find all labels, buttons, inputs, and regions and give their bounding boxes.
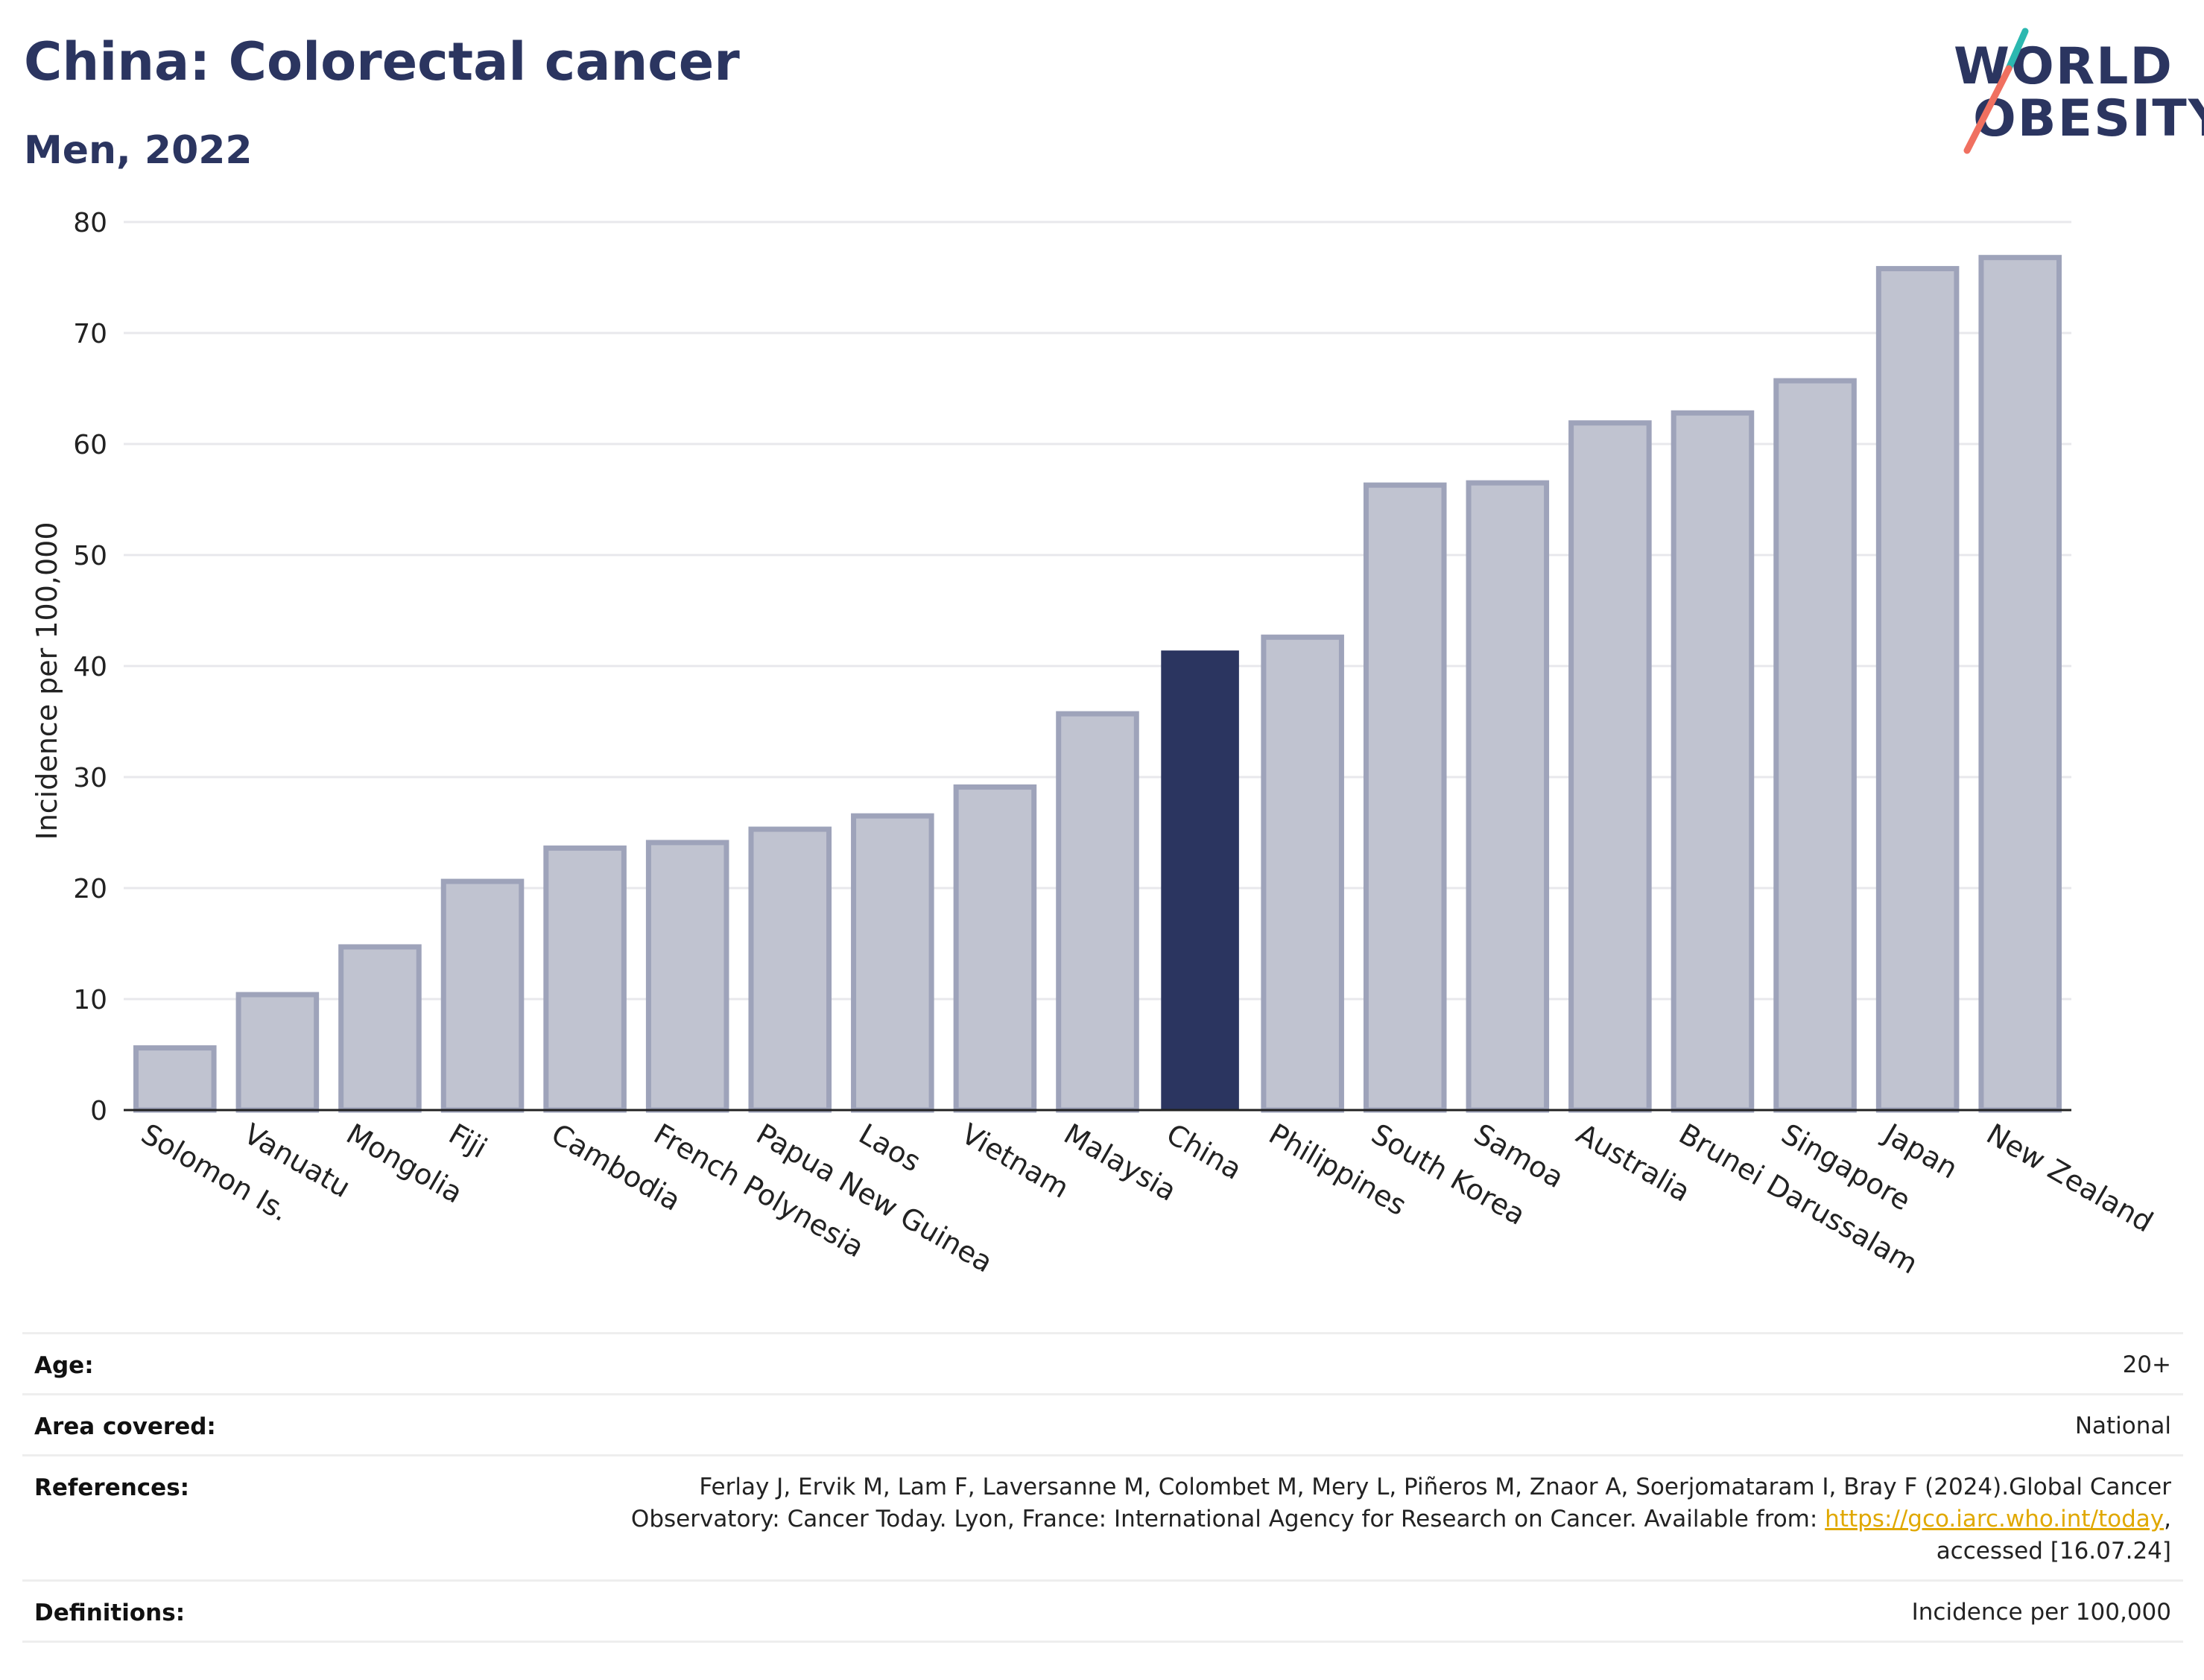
bar — [543, 845, 627, 1113]
info-label-references: References: — [34, 1474, 190, 1501]
x-tick-label: Mongolia — [341, 1118, 468, 1210]
x-tick-label: New Zealand — [1981, 1118, 2159, 1239]
info-label-age: Age: — [34, 1352, 94, 1379]
x-tick-label: Australia — [1571, 1118, 1696, 1208]
bar — [953, 784, 1037, 1113]
y-tick-label: 50 — [73, 541, 107, 571]
world-obesity-logo: WORLD OBESITY — [1937, 22, 2204, 164]
reference-line-1: Ferlay J, Ervik M, Lam F, Laversanne M, … — [699, 1474, 2171, 1500]
info-value-age: 20+ — [2122, 1351, 2171, 1378]
x-tick-label: Malaysia — [1059, 1118, 1182, 1208]
info-row-age: Age: 20+ — [22, 1332, 2183, 1395]
y-tick-label: 60 — [73, 430, 107, 460]
bar — [338, 944, 422, 1113]
x-tick-label: Vietnam — [956, 1118, 1074, 1205]
info-value-definitions: Incidence per 100,000 — [1911, 1599, 2171, 1626]
bar — [1875, 266, 1960, 1113]
logo-text-obesity: OBESITY — [1973, 89, 2204, 148]
bar — [1363, 482, 1447, 1113]
bar — [1671, 410, 1755, 1113]
bar — [440, 878, 525, 1113]
bar — [1978, 255, 2062, 1113]
info-value-area: National — [2074, 1413, 2171, 1439]
info-label-area: Area covered: — [34, 1413, 216, 1440]
x-tick-label: Fiji — [443, 1118, 493, 1164]
bar — [1261, 634, 1344, 1113]
chart-title: China: Colorectal cancer — [24, 31, 740, 92]
bar — [748, 826, 832, 1113]
x-tick-label: Laos — [853, 1118, 926, 1179]
bar — [645, 840, 729, 1113]
y-tick-label: 10 — [73, 985, 107, 1015]
reference-line-3: accessed [16.07.24] — [1936, 1538, 2171, 1565]
reference-line-2-text: Observatory: Cancer Today. Lyon, France:… — [630, 1506, 1825, 1532]
logo-slash-icon — [1963, 28, 2029, 154]
y-tick-label: 80 — [73, 208, 107, 238]
reference-line-2-end: , — [2164, 1506, 2171, 1532]
info-value-references: Ferlay J, Ervik M, Lam F, Laversanne M, … — [631, 1471, 2171, 1568]
bar — [851, 813, 934, 1113]
bar — [1773, 378, 1857, 1113]
y-axis-label: Incidence per 100,000 — [31, 522, 63, 840]
info-label-definitions: Definitions: — [34, 1600, 186, 1626]
info-row-definitions: Definitions: Incidence per 100,000 — [22, 1579, 2183, 1643]
bar-highlight — [1161, 650, 1239, 1110]
y-tick-label: 40 — [73, 652, 107, 682]
info-row-references: References: Ferlay J, Ervik M, Lam F, La… — [22, 1454, 2183, 1582]
y-tick-label: 70 — [73, 319, 107, 349]
bar — [1466, 480, 1550, 1113]
y-tick-label: 30 — [73, 763, 107, 793]
info-row-area: Area covered: National — [22, 1393, 2183, 1456]
reference-line-2: Observatory: Cancer Today. Lyon, France:… — [631, 1503, 2171, 1535]
reference-link[interactable]: https://gco.iarc.who.int/today — [1825, 1506, 2165, 1532]
bar — [1056, 711, 1139, 1113]
bar — [235, 992, 320, 1113]
bar — [1568, 420, 1652, 1113]
logo-text-world: WORLD — [1954, 37, 2173, 96]
y-tick-label: 0 — [90, 1096, 107, 1126]
info-table-bottom-border — [22, 1641, 2183, 1643]
chart-subtitle: Men, 2022 — [24, 128, 253, 173]
bar — [133, 1045, 217, 1113]
y-tick-label: 20 — [73, 874, 107, 904]
